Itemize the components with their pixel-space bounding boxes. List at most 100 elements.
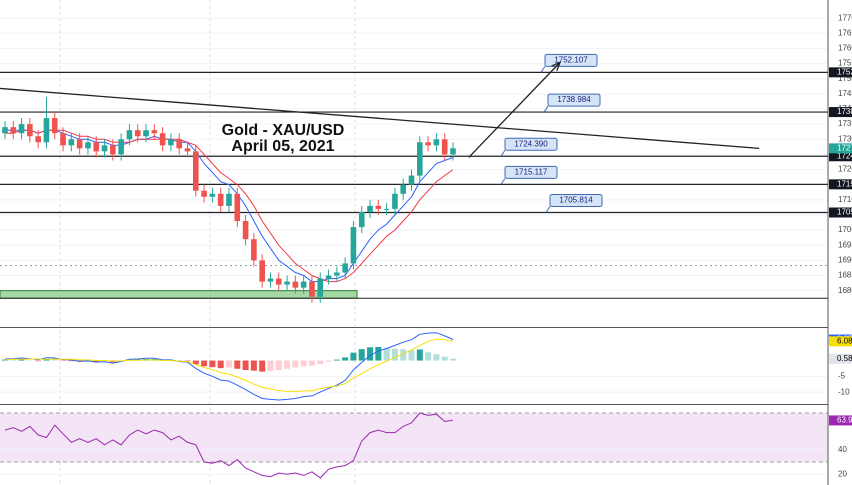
level-label-stem — [545, 206, 551, 213]
candle-body — [201, 190, 207, 197]
y-tick-label: 1690 — [838, 255, 852, 264]
level-label-stem — [500, 149, 506, 157]
candle-body — [217, 193, 224, 206]
price-badge-label: 1738.984 — [837, 107, 852, 116]
candle-body — [450, 148, 456, 155]
candle-body — [408, 175, 415, 185]
histogram-bar — [333, 359, 340, 361]
candle-body — [400, 184, 407, 194]
candle-body — [143, 130, 149, 137]
candle-body — [251, 239, 257, 261]
level-label: 1715.117 — [515, 167, 548, 176]
histogram-bar — [101, 360, 108, 362]
axis-labels: 1680168516901695170017051710171517201725… — [829, 13, 852, 478]
level-label: 1738.984 — [557, 95, 591, 104]
chart-title: Gold - XAU/USD — [222, 122, 345, 139]
histogram-bar — [184, 360, 191, 362]
candle-body — [242, 221, 249, 240]
histogram-bar — [292, 360, 299, 368]
candle-body — [234, 193, 241, 222]
candle-body — [27, 124, 33, 137]
price-badge-label: 1705.814 — [837, 208, 852, 217]
candle-body — [350, 227, 357, 264]
candle-body — [2, 127, 8, 134]
y-tick-label: 20 — [838, 469, 847, 478]
candle-body — [176, 139, 183, 149]
candle-body — [43, 118, 50, 143]
y-tick-label: 1765 — [838, 28, 852, 37]
histogram-bar — [342, 357, 349, 361]
histogram-bar — [10, 359, 17, 361]
y-tick-label: 1735 — [838, 119, 852, 128]
indicator-line — [4, 332, 454, 401]
histogram-bar — [317, 360, 324, 365]
histogram-bar — [433, 354, 440, 361]
y-tick-label: 1685 — [838, 271, 852, 280]
histogram-bar — [35, 360, 42, 362]
price-badge — [829, 336, 852, 347]
histogram-bar — [400, 349, 407, 361]
candle-body — [375, 205, 382, 209]
histogram-bar — [325, 360, 332, 362]
candle-body — [226, 193, 232, 206]
candle-body — [317, 278, 324, 297]
histogram-bar — [1, 359, 8, 361]
candle-body — [325, 275, 332, 279]
candle-body — [126, 130, 133, 140]
price-axis — [828, 0, 852, 485]
histogram-bar — [250, 360, 257, 371]
candle-body — [392, 193, 398, 209]
candle-body — [51, 118, 58, 134]
candle-body — [367, 205, 373, 212]
histogram-bar — [18, 359, 25, 361]
histogram-bar — [441, 356, 448, 361]
histogram-bar — [209, 360, 216, 368]
histogram-bar — [375, 346, 382, 361]
level-label-stem — [540, 66, 546, 73]
price-badge — [829, 151, 852, 162]
arrow-head — [551, 61, 562, 72]
arrow — [468, 61, 561, 158]
level-label: 1705.814 — [559, 196, 593, 205]
histogram-bar — [68, 360, 75, 362]
y-tick-label: 1745 — [838, 89, 852, 98]
chart-subtitle: April 05, 2021 — [231, 138, 334, 155]
candle-body — [441, 139, 448, 155]
y-tick-label: 1680 — [838, 286, 852, 295]
histogram-bar — [93, 360, 100, 363]
candle-body — [417, 142, 423, 176]
candle-body — [68, 139, 75, 146]
candle-body — [101, 145, 108, 152]
candle-body — [292, 281, 299, 288]
candle-body — [85, 142, 91, 149]
histogram-bar — [449, 358, 456, 361]
histogram-bar — [275, 360, 282, 371]
histogram-bar — [425, 352, 432, 361]
y-tick-label: 1730 — [838, 134, 852, 143]
candle-body — [184, 148, 191, 152]
y-tick-label: -10 — [838, 387, 850, 396]
y-tick-label: 40 — [838, 445, 847, 454]
level-label-stem — [543, 105, 549, 113]
histogram-bar — [367, 347, 374, 361]
candle-body — [383, 208, 390, 210]
candle-body — [168, 139, 174, 146]
candle-body — [93, 142, 100, 152]
candle-body — [284, 281, 290, 285]
price-badge-label: 1727 — [837, 143, 852, 152]
price-badge — [829, 143, 852, 154]
price-badge — [829, 107, 852, 118]
level-label: 1752.107 — [554, 55, 588, 64]
candle-body — [267, 278, 274, 282]
indicator-line — [4, 412, 454, 479]
candle-body — [10, 127, 17, 134]
histogram-bar — [267, 360, 274, 371]
candle-body — [342, 263, 348, 273]
candle-body — [425, 142, 431, 146]
histogram-bar — [259, 360, 266, 372]
candle-body — [275, 278, 282, 285]
y-tick-label: 1770 — [838, 13, 852, 22]
histogram-bar — [201, 360, 208, 367]
histogram-bar — [308, 360, 315, 366]
